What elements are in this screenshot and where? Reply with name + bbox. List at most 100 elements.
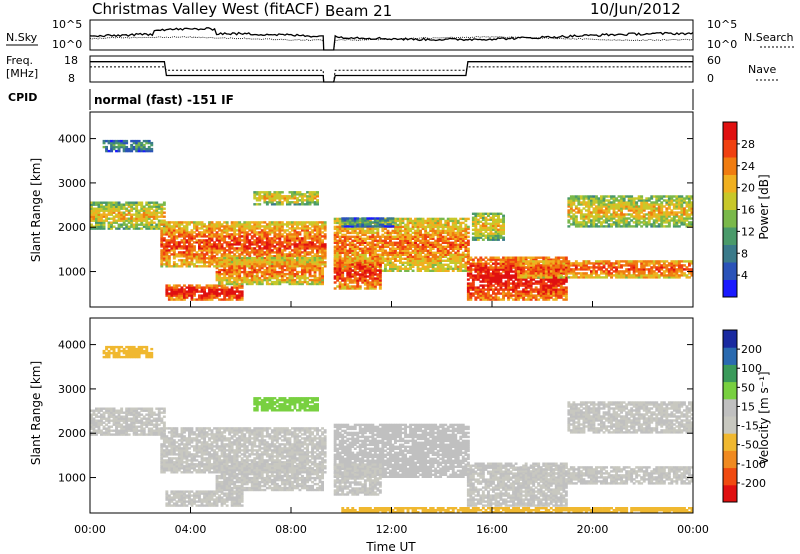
heat-cell <box>429 225 433 229</box>
heat-cell <box>278 251 282 254</box>
heat-cell <box>439 243 443 246</box>
heat-cell <box>100 225 103 228</box>
heat-cell <box>147 203 151 206</box>
heat-cell <box>507 272 510 275</box>
heat-cell <box>527 284 531 287</box>
heat-cell <box>218 239 221 242</box>
heat-cell <box>306 191 309 194</box>
heat-cell <box>200 261 204 264</box>
heat-cell <box>456 233 460 237</box>
heat-cell <box>333 235 337 238</box>
heat-cell <box>142 209 146 212</box>
heat-cell <box>263 193 267 196</box>
heat-cell <box>210 294 214 297</box>
heat-cell <box>200 290 204 293</box>
heat-cell <box>399 219 402 223</box>
heat-cell <box>288 260 292 264</box>
heat-cell <box>562 288 566 291</box>
heat-cell <box>203 229 206 232</box>
heat-cell <box>208 235 211 238</box>
heat-cell <box>466 282 470 285</box>
heat-cell <box>409 229 412 233</box>
nave-tick-bottom: 0 <box>707 72 714 85</box>
heat-cell <box>353 247 357 250</box>
heat-cell <box>263 270 267 274</box>
heat-cell <box>112 147 116 151</box>
heat-cell <box>554 258 558 261</box>
heat-cell <box>220 282 224 286</box>
heat-cell <box>487 234 490 237</box>
heat-cell <box>175 223 179 226</box>
heat-cell <box>381 223 385 226</box>
heat-cell <box>243 268 247 272</box>
heat-cell <box>263 272 267 276</box>
heat-cell <box>358 247 362 250</box>
heat-cell <box>213 251 216 254</box>
heat-cell <box>321 263 324 266</box>
heat-cell <box>170 235 174 238</box>
heat-cell <box>547 280 551 283</box>
heat-cell <box>107 149 111 153</box>
heat-cell <box>238 235 242 238</box>
heat-cell <box>524 290 528 293</box>
heat-cell <box>167 292 171 295</box>
heat-cell <box>110 211 113 214</box>
heat-cell <box>318 225 322 228</box>
heat-cell <box>203 265 206 268</box>
heat-cell <box>185 245 189 248</box>
heat-cell <box>238 278 242 282</box>
heat-cell <box>301 193 304 196</box>
heat-cell <box>459 221 463 225</box>
heat-cell <box>454 235 458 238</box>
heat-cell <box>165 227 169 230</box>
heat-cell <box>265 235 269 238</box>
heat-cell <box>298 195 302 198</box>
heat-cell <box>476 266 480 269</box>
heat-cell <box>117 141 121 145</box>
heat-cell <box>492 288 495 291</box>
heat-cell <box>414 223 417 227</box>
heat-cell <box>451 229 455 233</box>
heat-cell <box>235 249 239 252</box>
heat-cell <box>278 201 282 204</box>
heat-cell <box>100 227 103 230</box>
heat-cell <box>177 231 181 234</box>
heat-cell <box>524 294 528 297</box>
heat-cell <box>517 280 520 283</box>
heat-cell <box>421 245 425 248</box>
heat-cell <box>499 228 503 231</box>
heat-cell <box>280 260 284 264</box>
heat-cell <box>132 145 136 149</box>
heat-cell <box>399 233 402 237</box>
heat-cell <box>542 268 546 271</box>
heat-cell <box>172 284 176 287</box>
heat-cell <box>235 258 239 262</box>
heat-cell <box>260 253 264 256</box>
heat-cell <box>356 251 360 254</box>
heat-cell <box>361 225 365 228</box>
heat-cell <box>220 286 224 289</box>
heat-cell <box>499 260 503 263</box>
heat-cell <box>313 225 317 228</box>
heat-cell <box>479 236 483 239</box>
heat-cell <box>183 241 186 244</box>
heat-cell <box>97 207 101 210</box>
heat-cell <box>358 285 362 288</box>
heat-cell <box>474 276 478 279</box>
heat-cell <box>170 225 174 228</box>
heat-cell <box>424 233 428 237</box>
heat-cell <box>105 217 108 220</box>
heat-cell <box>175 237 179 240</box>
heat-cell <box>524 256 528 259</box>
heat-cell <box>431 267 435 270</box>
heat-cell <box>348 235 352 238</box>
heat-cell <box>147 139 151 143</box>
heat-cell <box>268 221 272 224</box>
heat-cell <box>125 219 129 222</box>
heat-cell <box>351 221 355 224</box>
heat-cell <box>188 233 191 236</box>
heat-cell <box>167 225 171 228</box>
heat-cell <box>411 269 415 272</box>
heat-cell <box>218 274 221 278</box>
heat-cell <box>446 239 450 242</box>
